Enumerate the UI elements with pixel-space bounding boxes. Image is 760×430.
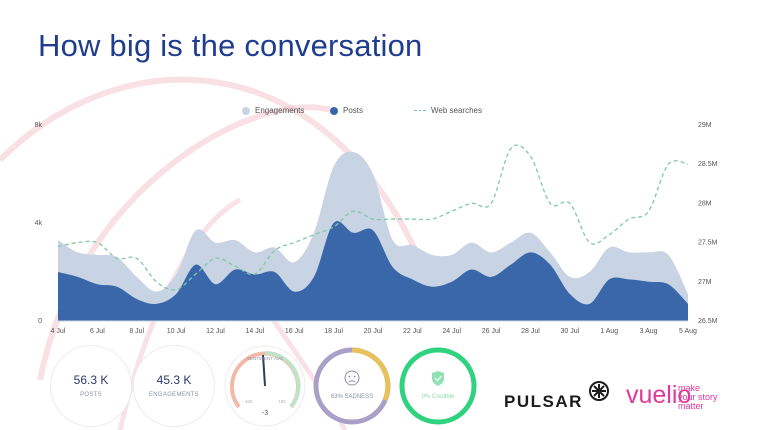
conversation-chart: 4 Jul 6 Jul 8 Jul 10 Jul 12 Jul 14 Jul 16 Jul 1… <box>35 122 718 335</box>
legend-web-searches[interactable]: Web searches <box>414 106 482 115</box>
sad-face-icon <box>344 370 360 386</box>
x-tick-label: 22 Jul <box>403 328 422 335</box>
x-tick-label: 6 Jul <box>90 328 105 335</box>
shield-icon <box>432 371 444 386</box>
x-tick-label: 5 Aug <box>679 328 697 335</box>
kpi-engagements-value: 45.3 K <box>156 373 192 387</box>
vuelio-tagline: make your story matter <box>678 383 718 411</box>
sentiment-min: -100 <box>243 399 253 404</box>
left-y-tick-label: 0 <box>38 318 42 325</box>
right-y-tick-label: 27M <box>698 279 712 286</box>
right-y-tick-label: 26.5M <box>698 318 718 325</box>
left-y-tick-label: 8k <box>35 122 43 129</box>
vuelio-logo: vuelio <box>626 381 692 409</box>
credibility-label: 0% Credible <box>422 394 455 400</box>
x-tick-label: 14 Jul <box>246 328 265 335</box>
x-tick-label: 18 Jul <box>324 328 343 335</box>
right-y-tick-label: 27.5M <box>698 240 718 247</box>
x-tick-label: 12 Jul <box>206 328 225 335</box>
x-tick-label: 3 Aug <box>640 328 658 335</box>
legend-web-searches-label: Web searches <box>431 106 482 115</box>
gauge-needle <box>262 354 266 387</box>
right-y-tick-label: 28.5M <box>698 161 718 168</box>
kpi-posts-value: 56.3 K <box>73 373 109 387</box>
sentiment-label: SENTIMENT AVG <box>247 356 284 361</box>
page-title: How big is the conversation <box>38 28 423 63</box>
legend-posts-label: Posts <box>343 106 364 115</box>
kpi-engagements-label: ENGAGEMENTS <box>149 392 199 398</box>
kpi-posts-label: POSTS <box>80 392 102 398</box>
emotion-label: 63% SADNESS <box>331 394 373 400</box>
emotion-gauge: 63% SADNESS <box>313 347 391 425</box>
legend-engagements-swatch <box>242 106 250 115</box>
x-tick-label: 4 Jul <box>51 328 66 335</box>
right-y-tick-label: 28M <box>698 200 712 207</box>
pulsar-logo: PULSAR <box>504 392 583 411</box>
kpi-posts: 56.3 K POSTS <box>50 345 132 427</box>
posts-area <box>58 221 688 321</box>
x-tick-label: 24 Jul <box>442 328 461 335</box>
legend-web-searches-swatch <box>414 110 426 111</box>
legend-posts[interactable]: Posts <box>330 106 363 115</box>
x-tick-label: 26 Jul <box>482 328 501 335</box>
legend-engagements-label: Engagements <box>255 106 305 115</box>
x-tick-label: 28 Jul <box>521 328 540 335</box>
x-tick-label: 8 Jul <box>129 328 144 335</box>
web-searches-line <box>57 144 689 291</box>
legend-posts-swatch <box>330 106 338 115</box>
x-tick-label: 10 Jul <box>167 328 186 335</box>
x-tick-label: 30 Jul <box>561 328 580 335</box>
sentiment-max: 100 <box>278 399 286 404</box>
x-tick-label: 1 Aug <box>600 328 618 335</box>
sentiment-value: -3 <box>262 410 268 417</box>
legend-engagements[interactable]: Engagements <box>242 106 304 115</box>
sentiment-gauge: SENTIMENT AVG -100 100 -3 <box>224 345 306 427</box>
credibility-gauge: 0% Credible <box>399 347 477 425</box>
right-y-tick-label: 29M <box>698 122 712 129</box>
pulsar-star-icon <box>589 381 609 401</box>
kpi-engagements: 45.3 K ENGAGEMENTS <box>133 345 215 427</box>
x-tick-label: 20 Jul <box>364 328 383 335</box>
x-tick-label: 16 Jul <box>285 328 304 335</box>
left-y-tick-label: 4k <box>35 220 43 227</box>
